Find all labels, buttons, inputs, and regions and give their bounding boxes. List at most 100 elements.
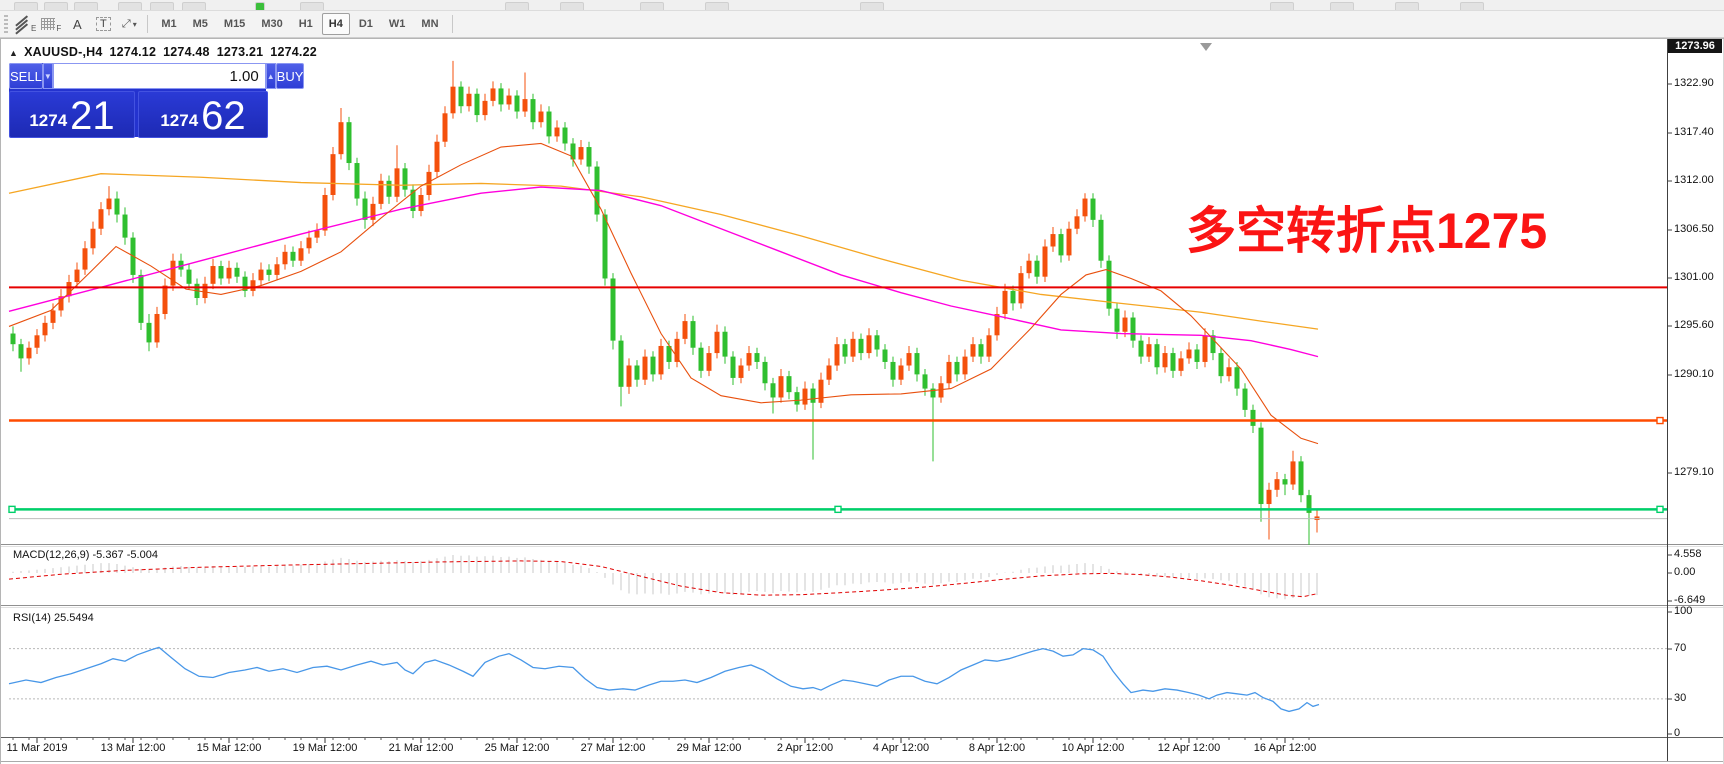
volume-decrease-button[interactable]: ▼ [42, 63, 53, 89]
sell-price-display[interactable]: 1274 21 [9, 91, 135, 138]
date-axis-ticks [12, 738, 1310, 743]
sell-price-pips: 21 [70, 94, 115, 138]
price-badge-1273.96: 1273.96 [1668, 39, 1722, 53]
collapse-arrow-icon[interactable]: ▲ [9, 48, 19, 58]
macd-axis-label[interactable]: 0.00 [1674, 566, 1696, 578]
price-axis-label[interactable]: 1317.40 [1674, 126, 1714, 138]
rsi-axis-label[interactable]: 70 [1674, 642, 1687, 654]
date-axis-label[interactable]: 16 Apr 12:00 [1253, 742, 1317, 754]
macd-axis-label[interactable]: -6.649 [1674, 594, 1706, 606]
chevron-down-icon: ▾ [132, 19, 137, 29]
clipped-toolbar-icon [300, 2, 324, 10]
text-tool-button[interactable]: A [65, 13, 89, 35]
hline-handle-center[interactable] [834, 505, 842, 514]
symbol-label: XAUUSD-,H4 [24, 45, 103, 59]
date-axis-label[interactable]: 12 Apr 12:00 [1157, 742, 1221, 754]
trendlines-icon [14, 15, 30, 35]
chart-canvas[interactable] [1, 39, 1724, 764]
date-axis-label[interactable]: 25 Mar 12:00 [484, 742, 550, 754]
price-axis-label[interactable]: 1306.50 [1674, 223, 1714, 235]
close-value: 1274.22 [270, 45, 317, 59]
date-axis-label[interactable]: 19 Mar 12:00 [292, 742, 358, 754]
clipped-toolbar-icon [150, 2, 174, 10]
timeframe-button-MN[interactable]: MN [421, 18, 439, 30]
price-axis-label[interactable]: 1290.10 [1674, 368, 1714, 380]
price-axis-label[interactable]: 1279.10 [1674, 466, 1714, 478]
timeframe-button-H1[interactable]: H1 [298, 18, 313, 30]
date-axis-label[interactable]: 11 Mar 2019 [6, 742, 68, 754]
price-axis-label[interactable]: 1295.60 [1674, 319, 1714, 331]
buy-button[interactable]: BUY [275, 63, 305, 89]
timeframe-button-H4[interactable]: H4 [321, 13, 350, 35]
price-axis-label[interactable]: 1322.90 [1674, 77, 1714, 89]
clipped-toolbar-icon [255, 2, 265, 10]
timeframe-button-D1[interactable]: D1 [358, 18, 373, 30]
text-icon: A [73, 16, 82, 32]
line-studies-button[interactable]: E [13, 13, 37, 35]
rsi-axis-label[interactable]: 100 [1674, 605, 1693, 617]
candles-layer [10, 60, 1320, 545]
clipped-toolbar-icon [14, 2, 38, 10]
clipped-standard-toolbar [0, 0, 1724, 11]
clipped-toolbar-icon [560, 2, 584, 10]
date-axis-label[interactable]: 21 Mar 12:00 [388, 742, 454, 754]
date-axis-label[interactable]: 8 Apr 12:00 [968, 742, 1026, 754]
clipped-toolbar-icon [74, 2, 98, 10]
volume-input[interactable] [52, 63, 266, 89]
grid-icon [41, 18, 56, 30]
macd-indicator-label: MACD(12,26,9) -5.367 -5.004 [13, 549, 158, 561]
volume-increase-button[interactable]: ▲ [265, 63, 276, 89]
clipped-toolbar-icon [182, 2, 206, 10]
timeframe-button-M15[interactable]: M15 [223, 18, 246, 30]
date-axis-label[interactable]: 13 Mar 12:00 [100, 742, 166, 754]
mid-ma-line [8, 186, 1319, 358]
timeframe-button-M30[interactable]: M30 [261, 18, 283, 30]
rsi-axis-label[interactable]: 30 [1674, 692, 1687, 704]
macd-pane [8, 554, 1319, 600]
rsi-indicator-label: RSI(14) 25.5494 [13, 612, 94, 624]
buy-price-main: 1274 [160, 111, 199, 130]
slow-ma-line [8, 173, 1319, 330]
clipped-toolbar-icon [1270, 2, 1294, 10]
clipped-toolbar-icon [640, 2, 664, 10]
macd-signal-line [8, 560, 1319, 598]
rsi-pane [8, 646, 1667, 713]
buy-price-display[interactable]: 1274 62 [138, 91, 268, 138]
date-axis-label[interactable]: 10 Apr 12:00 [1061, 742, 1125, 754]
hline-handle-right[interactable] [1656, 505, 1664, 514]
clipped-toolbar-icon [1330, 2, 1354, 10]
hline-handle-right[interactable] [1656, 416, 1664, 425]
sell-button[interactable]: SELL [9, 63, 43, 89]
date-axis-label[interactable]: 29 Mar 12:00 [676, 742, 742, 754]
tool-sublabel: F [56, 23, 62, 33]
timeframe-button-M1[interactable]: M1 [161, 18, 177, 30]
open-value: 1274.12 [109, 45, 157, 59]
arrow-tools-button[interactable]: ⤢ ▾ [117, 13, 141, 35]
rsi-line [8, 646, 1320, 713]
price-axis-label[interactable]: 1301.00 [1674, 271, 1714, 283]
price-axis-label[interactable]: 1312.00 [1674, 174, 1714, 186]
date-axis-label[interactable]: 2 Apr 12:00 [776, 742, 834, 754]
text-label-tool-button[interactable]: T [91, 13, 115, 35]
clipped-toolbar-icon [118, 2, 142, 10]
clipped-toolbar-icon [860, 2, 884, 10]
date-axis-label[interactable]: 15 Mar 12:00 [196, 742, 262, 754]
arrows-icon: ⤢ [121, 17, 131, 30]
chart-text-annotation[interactable]: 多空转折点1275 [1186, 203, 1548, 259]
rsi-axis-label[interactable]: 0 [1674, 727, 1681, 739]
timeframe-button-W1[interactable]: W1 [388, 18, 406, 30]
buy-price-pips: 62 [201, 94, 246, 138]
clipped-toolbar-icon [1395, 2, 1419, 10]
macd-axis-label[interactable]: 4.558 [1674, 548, 1702, 560]
hline-handle-left[interactable] [8, 505, 16, 514]
chart-shift-marker[interactable] [1200, 43, 1212, 51]
date-axis-label[interactable]: 27 Mar 12:00 [580, 742, 646, 754]
date-axis-label[interactable]: 4 Apr 12:00 [872, 742, 930, 754]
toolbar-drag-handle[interactable] [4, 15, 8, 33]
high-value: 1274.48 [163, 45, 210, 59]
clipped-toolbar-icon [505, 2, 529, 10]
timeframe-button-M5[interactable]: M5 [192, 18, 208, 30]
line-studies-and-timeframes-toolbar: E F A T ⤢ ▾ M1 M5 M15 M30 H1 H4 D1 W1 MN [0, 11, 1724, 38]
grid-tool-button[interactable]: F [39, 13, 63, 35]
